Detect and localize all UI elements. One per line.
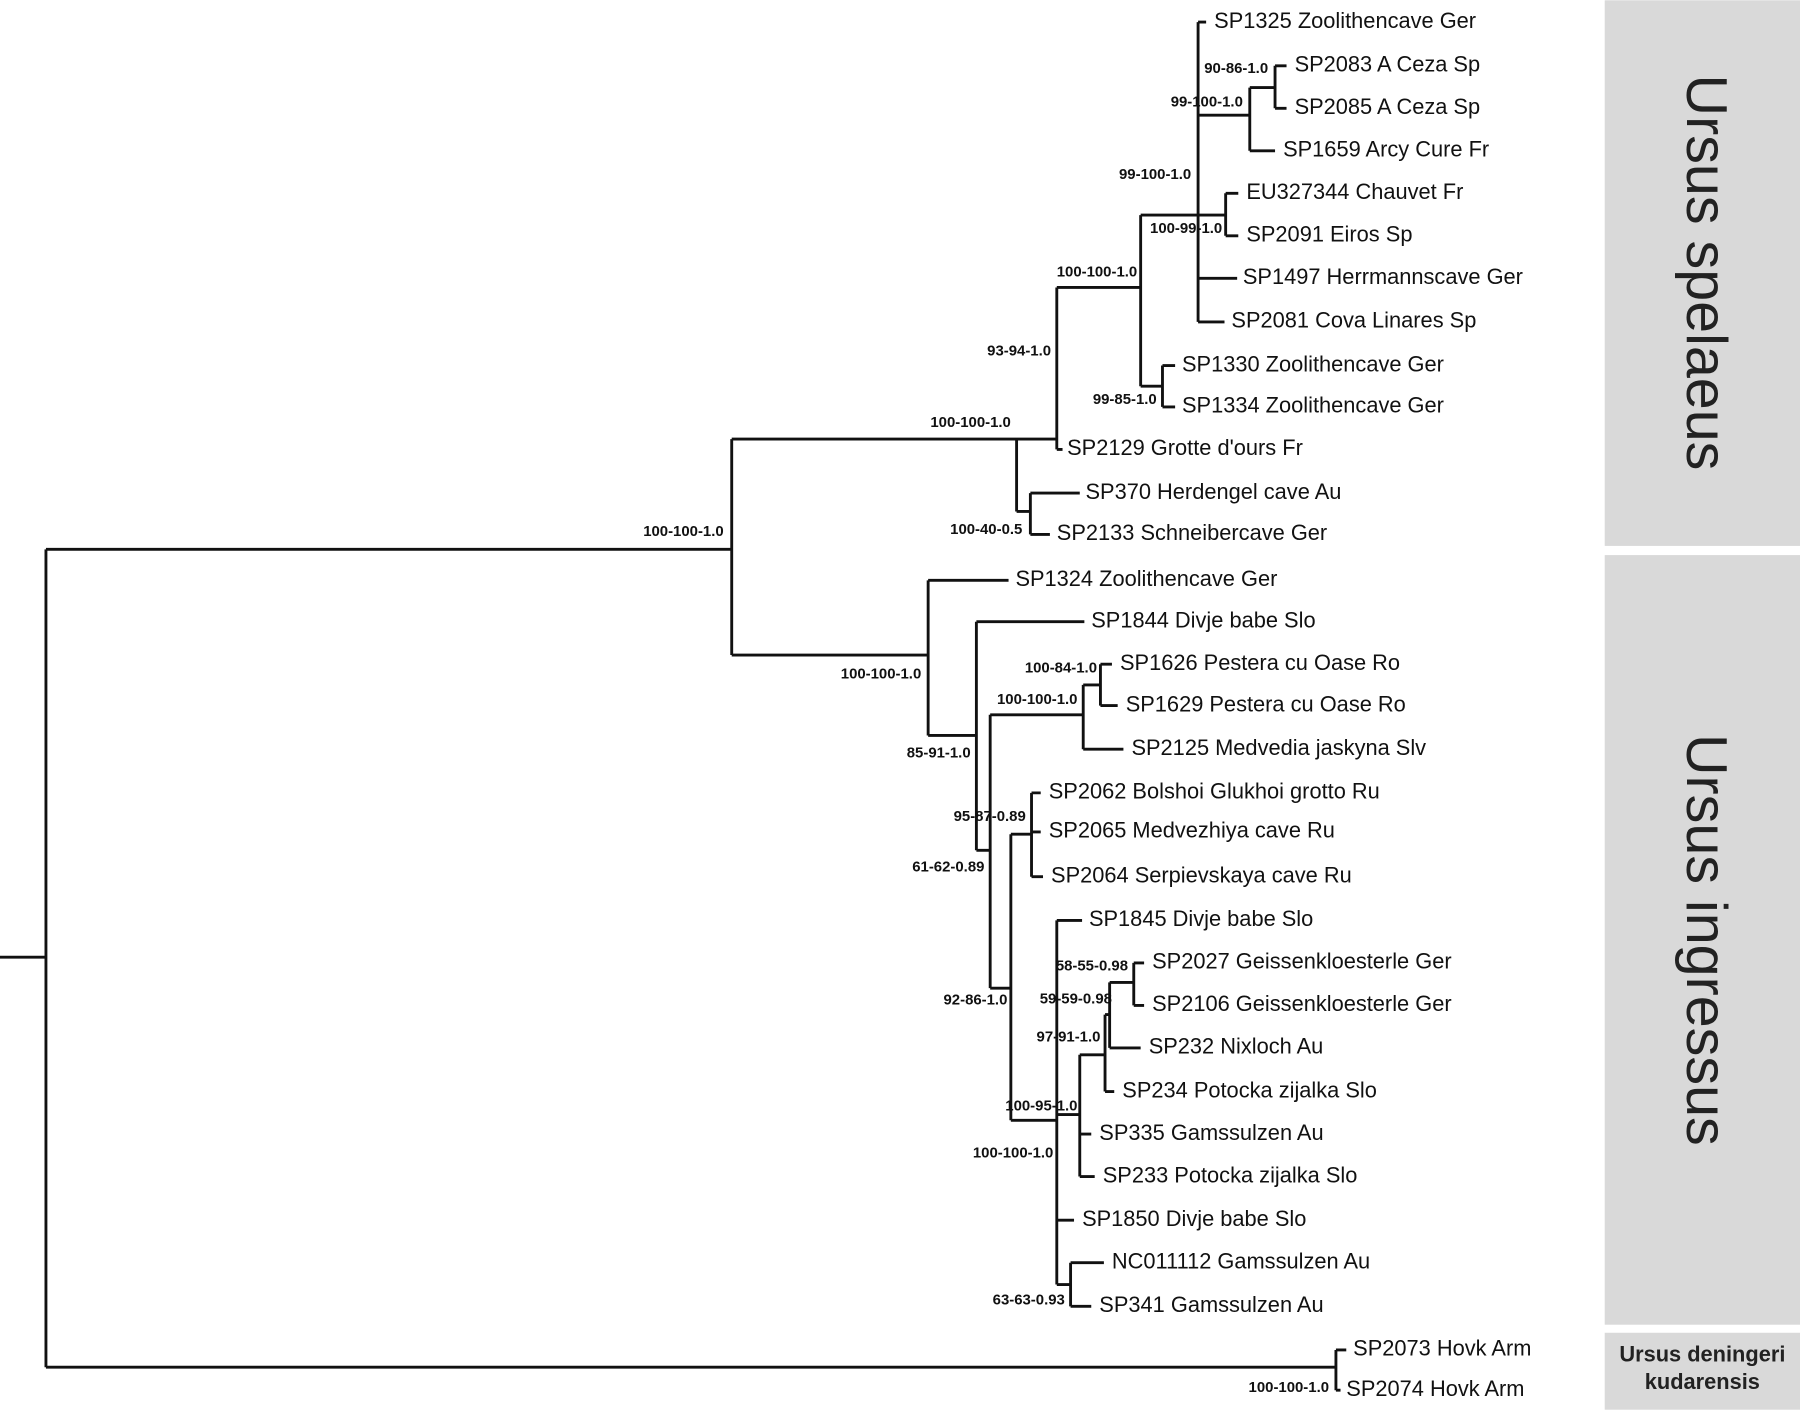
leaf-label: SP370 Herdengel cave Au <box>1086 479 1342 504</box>
leaf-label: SP2027 Geissenkloesterle Ger <box>1152 949 1451 974</box>
support-label: 100-99-1.0 <box>1150 220 1222 237</box>
clade-band <box>1604 0 1800 546</box>
support-label: 100-100-1.0 <box>1249 1379 1329 1396</box>
leaf-label: SP1850 Divje babe Slo <box>1082 1206 1306 1231</box>
support-label: 90-86-1.0 <box>1204 60 1268 77</box>
clade-band <box>1604 555 1800 1325</box>
support-label: 100-100-1.0 <box>930 414 1010 431</box>
support-label: 100-84-1.0 <box>1025 660 1097 677</box>
clade-band <box>1604 1332 1800 1410</box>
support-label: 100-100-1.0 <box>973 1145 1053 1162</box>
support-label: 99-100-1.0 <box>1119 166 1191 183</box>
clade-label: Ursus ingressus <box>1674 734 1738 1146</box>
leaf-label: SP1659 Arcy Cure Fr <box>1283 137 1489 162</box>
leaf-label: SP1330 Zoolithencave Ger <box>1182 351 1444 376</box>
support-label: 100-100-1.0 <box>997 691 1077 708</box>
leaf-label: SP1629 Pestera cu Oase Ro <box>1126 691 1406 716</box>
leaf-label: SP1626 Pestera cu Oase Ro <box>1120 650 1400 675</box>
support-label: 58-55-0.98 <box>1056 957 1128 974</box>
support-label: 59-59-0.98 <box>1040 991 1112 1008</box>
leaf-label: SP2085 A Ceza Sp <box>1295 94 1481 119</box>
support-label: 100-95-1.0 <box>1005 1097 1077 1114</box>
clade-label: kudarensis <box>1645 1369 1760 1394</box>
leaf-label: SP2129 Grotte d'ours Fr <box>1067 435 1303 460</box>
leaf-label: SP2065 Medvezhiya cave Ru <box>1049 818 1335 843</box>
leaf-label: SP2073 Hovk Arm <box>1353 1336 1531 1361</box>
leaf-label: SP1497 Herrmannscave Ger <box>1243 264 1523 289</box>
leaf-label: SP1844 Divje babe Slo <box>1091 607 1315 632</box>
leaf-label: SP2125 Medvedia jaskyna Slv <box>1131 735 1426 760</box>
leaf-label: SP341 Gamssulzen Au <box>1099 1292 1323 1317</box>
leaf-label: SP234 Potocka zijalka Slo <box>1122 1077 1377 1102</box>
leaf-label: SP1845 Divje babe Slo <box>1089 906 1313 931</box>
support-label: 85-91-1.0 <box>907 745 971 762</box>
leaf-label: SP335 Gamssulzen Au <box>1099 1120 1323 1145</box>
leaf-label: SP2064 Serpievskaya cave Ru <box>1051 862 1352 887</box>
leaf-label: SP232 Nixloch Au <box>1149 1034 1324 1059</box>
support-label: 93-94-1.0 <box>987 343 1051 360</box>
leaf-label: EU327344 Chauvet Fr <box>1246 179 1463 204</box>
leaf-label: SP2074 Hovk Arm <box>1346 1376 1524 1401</box>
support-label: 99-100-1.0 <box>1171 93 1243 110</box>
support-label: 100-100-1.0 <box>643 523 723 540</box>
leaf-label: SP2133 Schneibercave Ger <box>1057 520 1327 545</box>
leaf-label: SP2083 A Ceza Sp <box>1295 52 1481 77</box>
support-label: 92-86-1.0 <box>944 992 1008 1009</box>
leaf-label: SP2081 Cova Linares Sp <box>1231 308 1476 333</box>
leaf-label: SP233 Potocka zijalka Slo <box>1103 1162 1358 1187</box>
leaf-label: SP2062 Bolshoi Glukhoi grotto Ru <box>1049 779 1380 804</box>
support-label: 95-87-0.89 <box>954 808 1026 825</box>
support-label: 100-100-1.0 <box>841 665 921 682</box>
support-label: 63-63-0.93 <box>993 1292 1065 1309</box>
support-label: 97-91-1.0 <box>1037 1028 1101 1045</box>
clade-label: Ursus spelaeus <box>1674 75 1738 471</box>
leaf-label: SP1334 Zoolithencave Ger <box>1182 393 1444 418</box>
leaf-label: NC011112 Gamssulzen Au <box>1112 1248 1370 1273</box>
clade-label: Ursus deningeri <box>1619 1341 1785 1366</box>
support-label: 61-62-0.89 <box>912 858 984 875</box>
leaf-label: SP2106 Geissenkloesterle Ger <box>1152 991 1451 1016</box>
support-label: 99-85-1.0 <box>1093 391 1157 408</box>
tree-branches <box>0 20 1347 1392</box>
support-label: 100-40-0.5 <box>950 521 1022 538</box>
support-label: 100-100-1.0 <box>1057 263 1137 280</box>
leaf-label: SP1324 Zoolithencave Ger <box>1015 566 1277 591</box>
leaf-label: SP2091 Eiros Sp <box>1246 222 1412 247</box>
leaf-label: SP1325 Zoolithencave Ger <box>1214 8 1476 33</box>
